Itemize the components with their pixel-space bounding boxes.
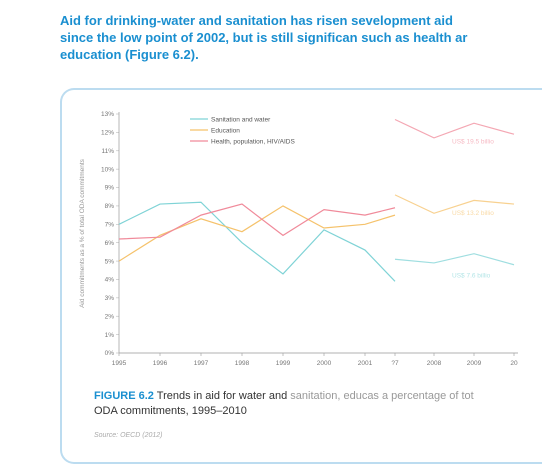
y-tick-label: 9% <box>105 185 115 192</box>
series-line-2 <box>118 203 396 240</box>
x-tick-label: 1999 <box>276 360 291 367</box>
x-tick-label: 2001 <box>358 360 373 367</box>
series-line-1-right <box>394 194 515 214</box>
y-tick-label: 6% <box>105 240 115 247</box>
y-tick-label: 2% <box>105 313 115 320</box>
x-tick-label: 2009 <box>467 360 482 367</box>
x-tick-label: 2008 <box>427 360 442 367</box>
y-tick-label: 1% <box>105 332 115 339</box>
y-axis-label: Aid commitments as a % of total ODA comm… <box>79 158 86 308</box>
headline-text: Aid for drinking-water and sanitation ha… <box>60 13 468 62</box>
legend-label: Education <box>211 127 240 134</box>
y-tick-label: 10% <box>101 166 114 173</box>
x-tick-label: 20 <box>510 360 518 367</box>
caption-faded: sanitation, educas a percentage of tot <box>290 390 474 402</box>
x-tick-label: 2000 <box>317 360 332 367</box>
y-tick-label: 3% <box>105 295 115 302</box>
series-line-1 <box>118 205 396 262</box>
legend-label: Sanitation and water <box>211 116 271 123</box>
y-tick-label: 5% <box>105 258 115 265</box>
y-tick-label: 13% <box>101 111 114 118</box>
y-tick-label: 4% <box>105 277 115 284</box>
figure-panel <box>60 88 542 464</box>
value-annotation: US$ 19.5 billio <box>452 138 494 145</box>
x-tick-label: ?7 <box>391 360 399 367</box>
y-tick-label: 7% <box>105 222 115 229</box>
y-tick-label: 11% <box>101 148 114 155</box>
value-annotation: US$ 7.6 billio <box>452 273 491 280</box>
x-tick-label: 1996 <box>153 360 168 367</box>
y-tick-label: 12% <box>101 130 114 137</box>
series-line-2-right <box>394 118 515 139</box>
series-line-0 <box>118 201 396 282</box>
y-tick-label: 8% <box>105 203 115 210</box>
figure-caption: FIGURE 6.2 Trends in aid for water and s… <box>94 389 534 419</box>
x-tick-label: 1995 <box>112 360 127 367</box>
series-line-0-right <box>394 253 515 266</box>
caption-main: Trends in aid for water and <box>156 390 288 402</box>
x-tick-label: 1998 <box>235 360 250 367</box>
figure-label: FIGURE 6.2 <box>94 390 154 402</box>
y-tick-label: 0% <box>105 350 115 357</box>
caption-line2: ODA commitments, 1995–2010 <box>94 405 247 417</box>
source-note: Source: OECD (2012) <box>94 432 163 439</box>
legend-label: Health, population, HIV/AIDS <box>211 138 295 145</box>
x-tick-label: 1997 <box>194 360 209 367</box>
value-annotation: US$ 13.2 billio <box>452 210 494 217</box>
